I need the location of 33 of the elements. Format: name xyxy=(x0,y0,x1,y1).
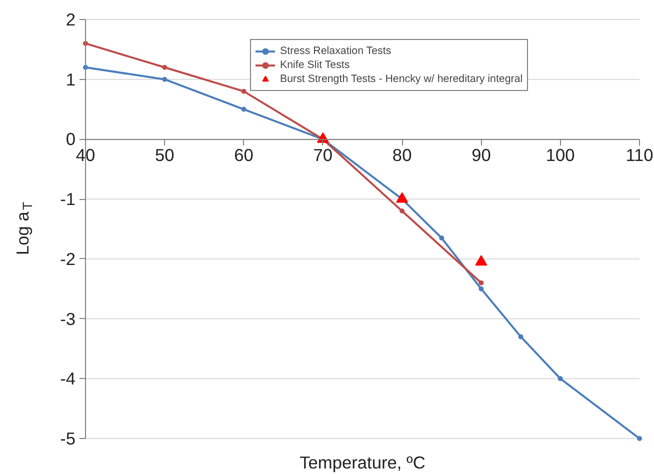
point xyxy=(241,106,246,112)
point xyxy=(241,88,246,94)
y-tick-label: -4 xyxy=(60,368,76,389)
y-tick-label: -1 xyxy=(60,189,76,210)
point xyxy=(439,235,444,240)
y-tick-label: 2 xyxy=(66,10,76,30)
legend-label: Burst Strength Tests - Hencky w/ hereditary integral xyxy=(280,72,523,86)
point xyxy=(478,286,484,292)
legend-label: Stress Relaxation Tests xyxy=(280,44,392,58)
y-tick-label: 0 xyxy=(66,129,76,150)
x-tick-label: 70 xyxy=(313,145,333,166)
point xyxy=(637,436,642,441)
point xyxy=(478,280,484,286)
x-tick-label: 100 xyxy=(546,145,575,166)
x-tick-label: 50 xyxy=(155,145,174,166)
y-tick-label: -2 xyxy=(60,248,76,269)
point xyxy=(475,255,488,266)
point xyxy=(558,376,563,382)
point xyxy=(396,192,408,203)
point xyxy=(162,76,168,82)
point xyxy=(400,208,405,214)
y-tick-label: -5 xyxy=(60,428,76,448)
legend-label: Knife Slit Tests xyxy=(280,58,350,72)
point xyxy=(518,334,524,340)
point xyxy=(162,64,168,70)
x-tick-label: 60 xyxy=(234,145,254,166)
y-axis-title: Log aT xyxy=(12,202,35,255)
y-tick-label: 1 xyxy=(66,69,76,90)
x-axis-title: Temperature, ºC xyxy=(300,452,426,472)
x-tick-label: 80 xyxy=(392,145,412,166)
y-tick-label: -3 xyxy=(60,308,76,329)
x-tick-label: 90 xyxy=(472,145,491,166)
x-tick-label: 110 xyxy=(626,145,654,166)
